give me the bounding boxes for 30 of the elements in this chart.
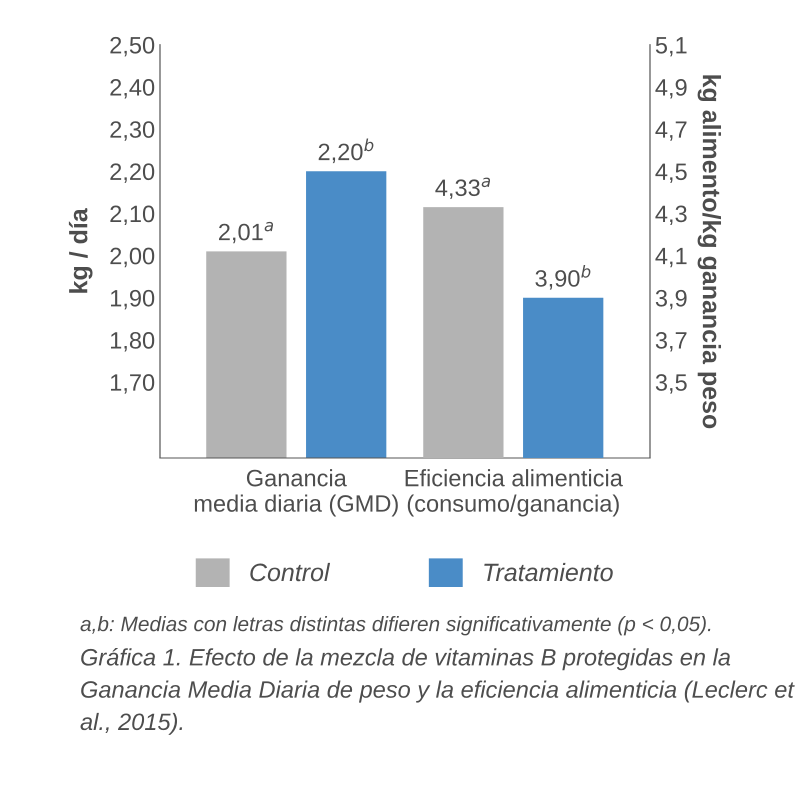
y2-tick-label: 5,1 (656, 37, 687, 56)
text: Gráfica 1. Efecto de la mezcla de vitaminas B protegidas en la Ganancia Media Diaria de peso y la eficiencia alimenticia (Leclerc et al., 2015). (80, 648, 795, 735)
y-tick-label: 1,90 (110, 290, 154, 310)
y2-tick-label: 4,7 (655, 121, 686, 141)
y2-tick-label: 4,3 (655, 206, 687, 226)
y2-tick-label: 4,9 (655, 79, 687, 99)
legend-label: Tratamiento (484, 562, 613, 582)
y-tick-label: 2,00 (110, 248, 154, 268)
y-tick-label: 2,10 (110, 206, 154, 226)
data-label: 2,01$^{a}$ (218, 222, 274, 244)
y-tick-label: 2,40 (110, 79, 154, 99)
text: a,b: Medias con letras distintas difieren significativamente (p < 0,05). (80, 616, 710, 636)
legend-label: Control (250, 562, 330, 582)
y-tick-label: 1,80 (110, 332, 154, 352)
y-tick-label: 1,70 (110, 374, 154, 394)
data-label: 2,20$^{b}$ (318, 138, 374, 164)
x-tick-label: Ganancia media diaria (GMD) (194, 469, 398, 517)
data-label: 3,90$^{b}$ (535, 264, 590, 290)
y2-axis-title: kg alimento/kg ganancia peso (698, 75, 722, 428)
y2-tick-label: 4,1 (655, 248, 687, 268)
y2-tick-label: 3,7 (656, 332, 686, 352)
y-axis-title: kg / día (68, 208, 93, 293)
y2-tick-label: 3,5 (656, 374, 687, 394)
data-label: 4,33$^{a}$ (435, 178, 490, 199)
y2-tick-label: 4,5 (655, 164, 687, 183)
y-tick-label: 2,30 (110, 121, 154, 141)
y-tick-label: 2,20 (110, 163, 154, 183)
y2-tick-label: 3,9 (656, 290, 687, 310)
x-tick-label: Eficiencia alimenticia (consumo/ganancia) (406, 469, 623, 517)
y-tick-label: 2,50 (110, 36, 154, 56)
